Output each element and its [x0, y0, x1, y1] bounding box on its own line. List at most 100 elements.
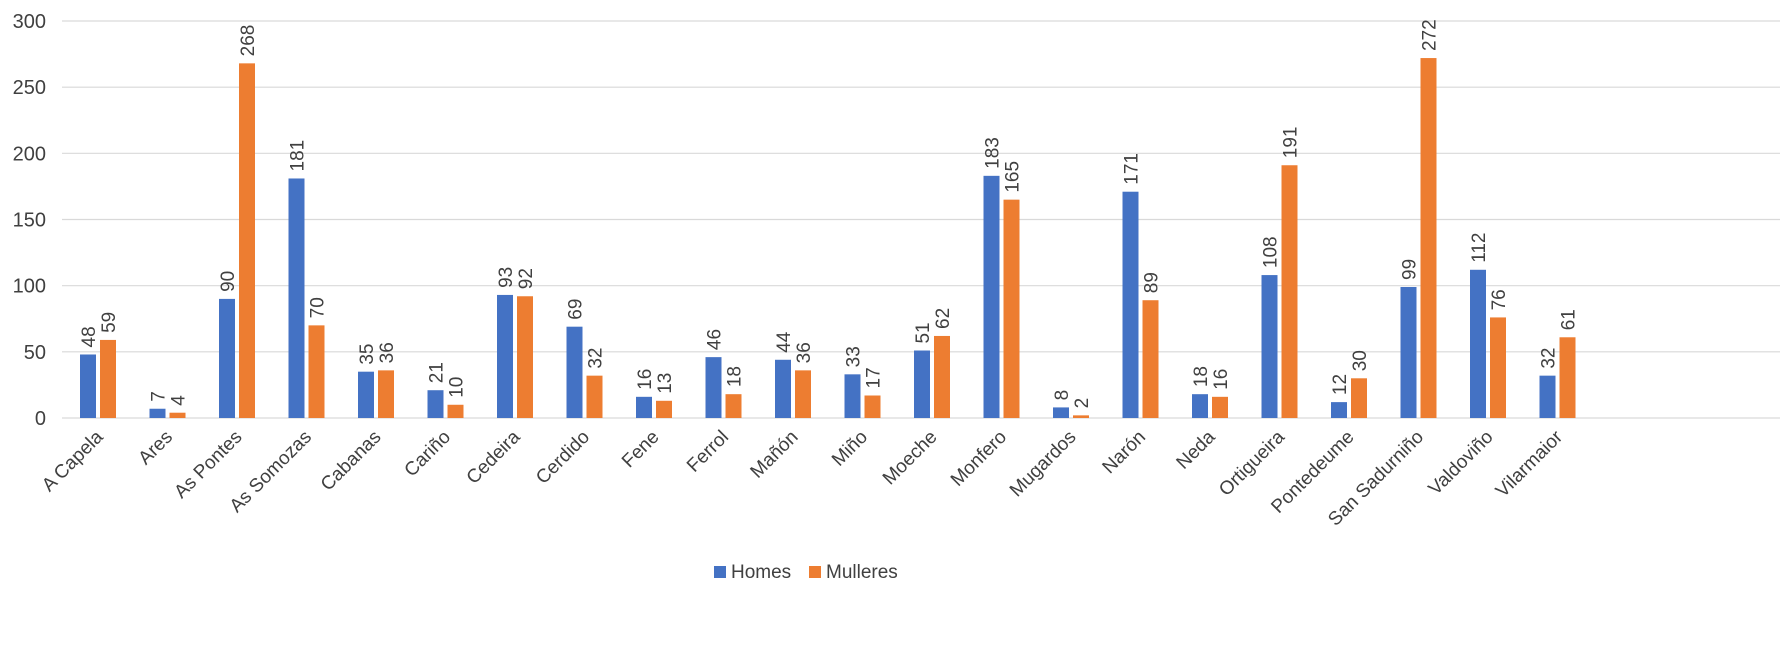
x-tick-label: Miño [828, 427, 872, 471]
bar-mulleres [378, 370, 394, 418]
bar-homes [1331, 402, 1347, 418]
x-tick-label: A Capela [38, 426, 108, 496]
data-label: 272 [1420, 19, 1441, 51]
bar-mulleres [1351, 378, 1367, 418]
data-label: 93 [496, 267, 517, 288]
y-axis: 0 50 100 150 200 250 300 [13, 11, 46, 430]
data-label: 44 [774, 331, 795, 353]
legend-label: Homes [731, 562, 791, 583]
x-tick-label: Fene [618, 427, 663, 472]
bar-mulleres [1073, 415, 1089, 418]
bar-homes [427, 390, 444, 418]
bar-homes [497, 294, 513, 418]
bar-homes [358, 371, 374, 418]
legend-label: Mulleres [826, 562, 898, 583]
legend-swatch [809, 566, 821, 578]
data-label: 112 [1469, 232, 1490, 262]
data-label: 70 [308, 297, 329, 318]
data-label: 181 [288, 140, 309, 172]
data-label: 16 [635, 369, 656, 390]
data-label: 171 [1122, 153, 1143, 185]
bar-mulleres [864, 395, 881, 418]
bars [80, 58, 1576, 418]
x-tick-label: Vilarmaior [1492, 426, 1568, 502]
data-label: 89 [1142, 272, 1163, 293]
x-tick-label: Valdoviño [1425, 427, 1498, 500]
bar-homes [914, 350, 930, 418]
bar-mulleres [1420, 58, 1437, 418]
x-tick-label: Moeche [879, 427, 942, 490]
data-label: 33 [844, 346, 865, 367]
data-label: 13 [655, 373, 676, 394]
data-label: 36 [794, 342, 815, 363]
bar-mulleres [1281, 165, 1298, 418]
y-tick-label: 300 [13, 11, 46, 33]
x-tick-label: Ortigueira [1215, 426, 1289, 500]
y-tick-label: 200 [13, 143, 46, 165]
legend-swatch [714, 566, 726, 578]
bar-mulleres [1559, 337, 1576, 418]
data-label: 7 [149, 391, 170, 402]
bar-homes [219, 298, 235, 418]
bar-homes [705, 357, 722, 418]
data-label: 62 [933, 308, 954, 329]
bar-mulleres [1142, 300, 1159, 418]
data-label: 69 [566, 299, 587, 320]
data-label: 32 [1539, 348, 1560, 369]
bar-homes [1470, 269, 1486, 418]
bar-mulleres [169, 412, 186, 418]
gridlines [62, 20, 1780, 419]
bar-homes [983, 175, 1000, 418]
bar-mulleres [447, 404, 464, 418]
data-label: 4 [169, 395, 190, 406]
data-label: 21 [427, 362, 448, 383]
x-tick-label: Ares [135, 427, 177, 469]
data-label: 12 [1330, 374, 1351, 395]
bar-homes [1122, 191, 1139, 418]
y-tick-label: 100 [13, 276, 46, 298]
data-label: 36 [377, 342, 398, 363]
data-label: 165 [1003, 161, 1024, 193]
legend: Homes Mulleres [714, 562, 898, 583]
bar-mulleres [100, 339, 116, 418]
data-label: 30 [1350, 350, 1371, 371]
bar-homes [1053, 407, 1069, 418]
bar-homes [1261, 275, 1278, 418]
y-tick-label: 50 [24, 342, 46, 364]
bar-homes [149, 408, 166, 418]
y-tick-label: 250 [13, 77, 46, 99]
data-label: 268 [238, 25, 259, 57]
x-tick-label: Mugardos [1006, 427, 1081, 502]
bar-mulleres [586, 375, 603, 418]
bar-mulleres [1212, 396, 1228, 418]
x-tick-label: Cabanas [317, 427, 386, 496]
x-tick-label: Mañón [747, 427, 803, 483]
data-label: 191 [1281, 127, 1302, 159]
x-tick-label: Ferrol [683, 427, 733, 477]
bar-homes [1192, 394, 1208, 418]
bar-homes [775, 359, 791, 418]
bar-mulleres [239, 63, 255, 418]
bar-mulleres [795, 370, 811, 418]
bar-homes [844, 374, 861, 418]
data-label: 51 [913, 322, 934, 343]
data-label: 46 [705, 329, 726, 350]
bar-mulleres [1490, 317, 1506, 418]
y-tick-label: 150 [13, 210, 46, 232]
x-tick-label: Cerdido [532, 427, 594, 489]
x-tick-label: Narón [1099, 427, 1150, 478]
bar-mulleres [308, 325, 325, 418]
data-label: 48 [79, 326, 100, 347]
bar-homes [566, 326, 583, 418]
data-label: 8 [1052, 390, 1073, 401]
bar-mulleres [656, 400, 672, 418]
bar-mulleres [934, 335, 950, 418]
data-label: 10 [447, 377, 468, 398]
bar-mulleres [517, 296, 533, 418]
data-label: 17 [864, 367, 885, 388]
data-label: 92 [516, 268, 537, 289]
bar-mulleres [725, 394, 742, 418]
